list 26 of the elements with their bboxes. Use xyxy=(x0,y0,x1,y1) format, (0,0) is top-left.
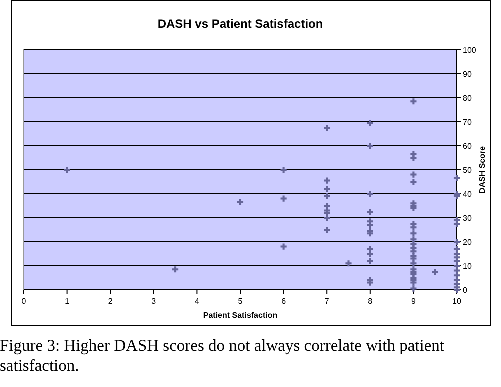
chart-title: DASH vs Patient Satisfaction xyxy=(158,17,324,31)
y-tick-label: 50 xyxy=(463,166,472,175)
x-tick-label: 0 xyxy=(22,297,27,306)
x-tick-label: 9 xyxy=(411,297,416,306)
y-tick-label: 70 xyxy=(463,118,472,127)
y-tick-label: 90 xyxy=(463,70,472,79)
y-axis-title: DASH Score xyxy=(478,146,487,194)
x-tick-label: 3 xyxy=(152,297,157,306)
x-tick-label: 10 xyxy=(452,297,462,306)
x-tick-label: 5 xyxy=(238,297,244,306)
caption: Figure 3: Higher DASH scores do not always correlate with patient satisfaction. xyxy=(0,336,446,376)
y-tick-label: 80 xyxy=(463,94,472,103)
y-tick-label: 30 xyxy=(463,214,472,223)
x-axis-title: Patient Satisfaction xyxy=(203,311,278,320)
y-tick-label: 0 xyxy=(463,286,468,295)
y-tick-label: 60 xyxy=(463,142,472,151)
x-tick-label: 8 xyxy=(368,297,374,306)
x-tick-label: 4 xyxy=(194,297,200,306)
y-tick-label: 10 xyxy=(463,262,472,271)
y-tick-label: 100 xyxy=(463,46,477,55)
x-tick-label: 6 xyxy=(282,297,287,306)
y-tick-label: 20 xyxy=(463,238,472,247)
y-tick-label: 40 xyxy=(463,190,472,199)
x-tick-label: 7 xyxy=(324,297,330,306)
x-tick-label: 2 xyxy=(108,297,114,306)
x-tick-label: 1 xyxy=(65,297,70,306)
